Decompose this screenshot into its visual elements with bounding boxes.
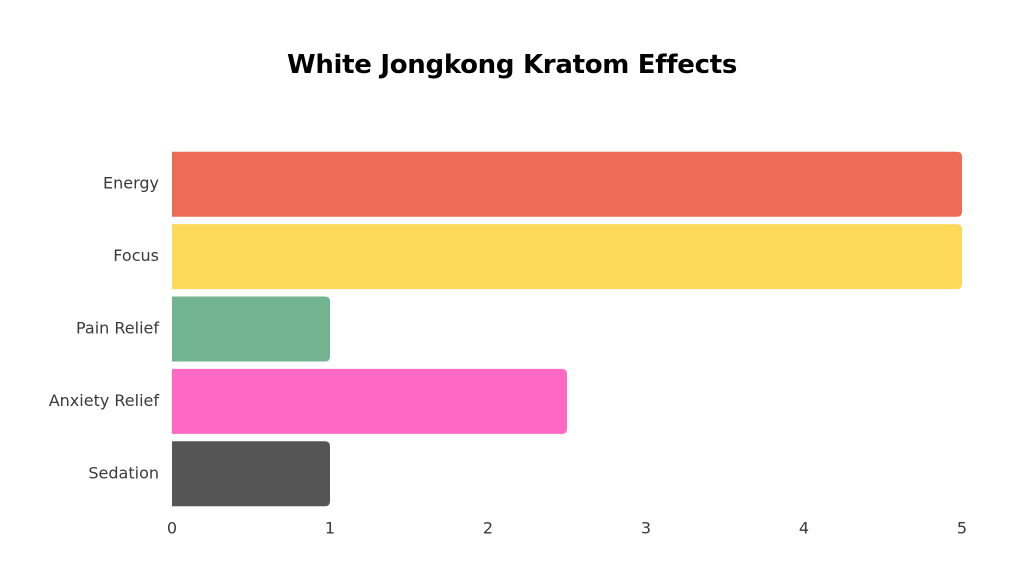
category-label-anxiety-relief: Anxiety Relief	[49, 391, 160, 410]
bar-sedation	[172, 441, 330, 507]
bar-anxiety-relief	[172, 368, 567, 434]
chart-title: White Jongkong Kratom Effects	[286, 50, 738, 80]
x-tick-label: 5	[957, 519, 967, 538]
x-tick-label: 1	[325, 519, 335, 538]
x-tick-label: 3	[641, 519, 651, 538]
bar-energy	[172, 151, 962, 217]
category-label-energy: Energy	[103, 174, 159, 193]
x-axis-ticks: 0 1 2 3 4 5	[167, 519, 967, 538]
x-tick-label: 0	[167, 519, 177, 538]
category-labels: Energy Focus Pain Relief Anxiety Relief Seda…	[49, 174, 160, 483]
x-tick-label: 2	[483, 519, 493, 538]
x-tick-label: 4	[799, 519, 809, 538]
category-label-pain-relief: Pain Relief	[76, 319, 159, 338]
category-label-focus: Focus	[113, 246, 159, 265]
bars-group	[172, 151, 962, 507]
bar-focus	[172, 224, 962, 290]
category-label-sedation: Sedation	[88, 463, 159, 482]
bar-pain-relief	[172, 296, 330, 362]
